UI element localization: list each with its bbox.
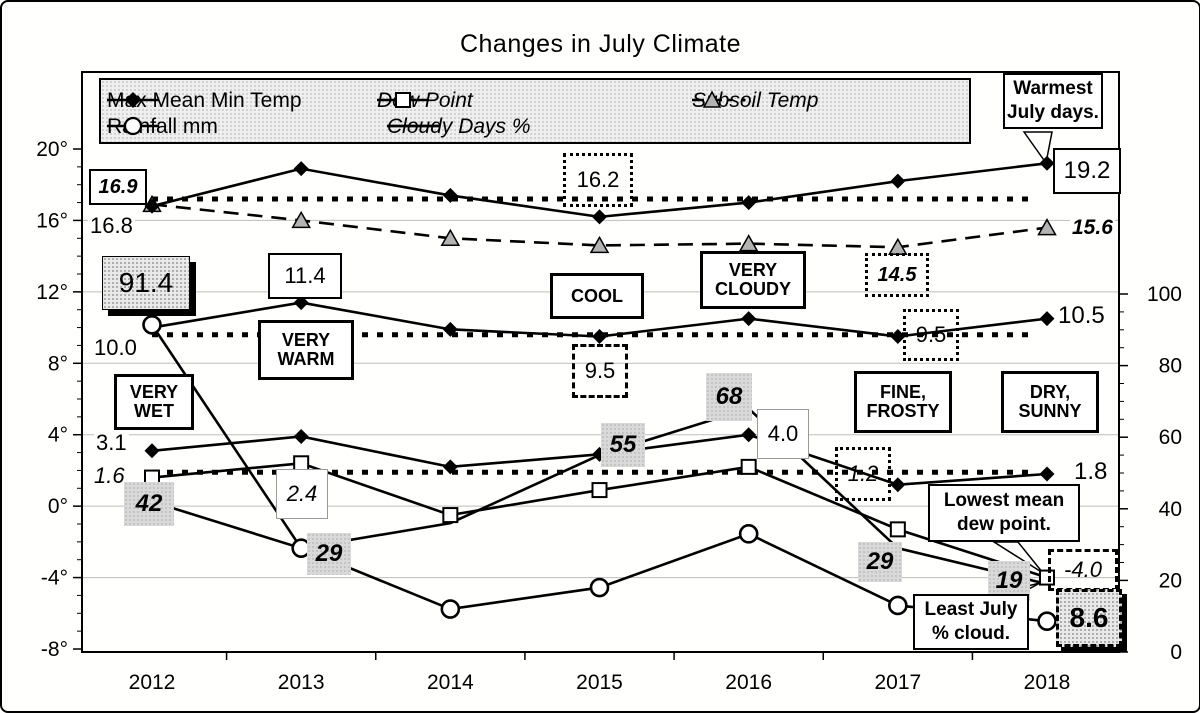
label-mean-2018: 10.5 bbox=[1056, 302, 1107, 329]
label-cloudy-2013: 29 bbox=[307, 533, 351, 575]
legend-label-subsoil: Subsoil Temp bbox=[692, 89, 819, 112]
callout-lowest-dew-point: Lowest mean dew point. bbox=[928, 484, 1080, 542]
callout-fine-frosty: FINE, FROSTY bbox=[854, 371, 952, 433]
svg-text:0°: 0° bbox=[48, 495, 68, 518]
svg-text:60: 60 bbox=[1159, 426, 1182, 449]
label-mean-2015: 9.5 bbox=[572, 344, 628, 398]
label-rainfall-2018: 8.6 bbox=[1056, 589, 1122, 647]
triangle-marker-icon bbox=[692, 90, 746, 108]
label-max-2012: 16.8 bbox=[88, 213, 135, 238]
label-cloudy-2016: 68 bbox=[706, 373, 752, 421]
callout-warmest-july-days: Warmest July days. bbox=[1003, 73, 1103, 129]
svg-text:8°: 8° bbox=[48, 352, 68, 375]
legend-item-temp: Max Mean Min Temp bbox=[107, 89, 302, 113]
label-subsoil-2012: 16.9 bbox=[89, 169, 147, 205]
label-subsoil-2017: 14.5 bbox=[865, 253, 929, 297]
svg-text:2013: 2013 bbox=[278, 671, 325, 694]
callout-least-cloud: Least July % cloud. bbox=[913, 594, 1029, 650]
label-min-2016: 4.0 bbox=[757, 409, 809, 459]
label-mean-2013: 11.4 bbox=[268, 253, 342, 299]
label-mean-2012: 10.0 bbox=[92, 335, 139, 360]
callout-very-warm: VERY WARM bbox=[258, 320, 354, 380]
label-min-2018: 1.8 bbox=[1072, 458, 1110, 485]
label-cloudy-2017: 29 bbox=[858, 542, 902, 582]
svg-text:12°: 12° bbox=[36, 281, 68, 304]
label-cloudy-2015: 55 bbox=[601, 423, 645, 467]
legend-item-subsoil: Subsoil Temp bbox=[692, 89, 818, 113]
legend-item-cloudy: Cloudy Days % bbox=[387, 115, 531, 139]
label-max-2018: 19.2 bbox=[1053, 148, 1121, 194]
legend-item-rainfall: Rainfall mm bbox=[107, 115, 218, 139]
svg-text:-8°: -8° bbox=[41, 638, 68, 661]
svg-text:2018: 2018 bbox=[1024, 671, 1071, 694]
label-dew-2012: 1.6 bbox=[92, 463, 127, 488]
svg-text:20°: 20° bbox=[36, 138, 68, 161]
label-min-2017: 1.2 bbox=[835, 447, 891, 501]
svg-text:0: 0 bbox=[1170, 641, 1182, 664]
svg-text:16°: 16° bbox=[36, 209, 68, 232]
label-subsoil-2018: 15.6 bbox=[1070, 216, 1115, 240]
legend-label-cloudy: Cloudy Days % bbox=[387, 115, 531, 138]
svg-text:2014: 2014 bbox=[427, 671, 474, 694]
legend-label-temp: Max Mean Min Temp bbox=[107, 89, 302, 112]
chart-title: Changes in July Climate bbox=[459, 30, 742, 58]
svg-text:2016: 2016 bbox=[725, 671, 772, 694]
callout-very-cloudy: VERY CLOUDY bbox=[700, 251, 806, 309]
circle-marker-icon bbox=[107, 116, 159, 136]
label-cloudy-2012: 42 bbox=[124, 482, 174, 526]
svg-text:100: 100 bbox=[1147, 283, 1182, 306]
diamond-marker-icon bbox=[107, 92, 159, 108]
label-dew-2018: -4.0 bbox=[1048, 549, 1118, 591]
label-mean-2017: 9.5 bbox=[903, 309, 959, 361]
svg-text:80: 80 bbox=[1159, 355, 1182, 378]
label-max-2015: 16.2 bbox=[563, 153, 633, 207]
callout-cool: COOL bbox=[550, 273, 644, 319]
svg-text:2015: 2015 bbox=[576, 671, 623, 694]
svg-text:-4°: -4° bbox=[41, 567, 68, 590]
svg-text:2012: 2012 bbox=[129, 671, 176, 694]
svg-text:20: 20 bbox=[1159, 569, 1182, 592]
callout-very-wet: VERY WET bbox=[114, 374, 194, 430]
callout-dry-sunny: DRY, SUNNY bbox=[1001, 371, 1099, 433]
label-min-2012: 3.1 bbox=[94, 430, 129, 455]
svg-text:4°: 4° bbox=[48, 424, 68, 447]
legend-item-dew: Dew Point bbox=[377, 89, 473, 113]
label-rainfall-2012: 91.4 bbox=[102, 256, 190, 310]
label-dew-2013: 2.4 bbox=[276, 469, 328, 519]
line-marker-icon bbox=[387, 124, 439, 128]
svg-text:40: 40 bbox=[1159, 498, 1182, 521]
svg-text:2017: 2017 bbox=[874, 671, 921, 694]
legend: Max Mean Min Temp Dew Point Subsoil Temp… bbox=[99, 78, 971, 144]
square-marker-icon bbox=[377, 92, 429, 108]
